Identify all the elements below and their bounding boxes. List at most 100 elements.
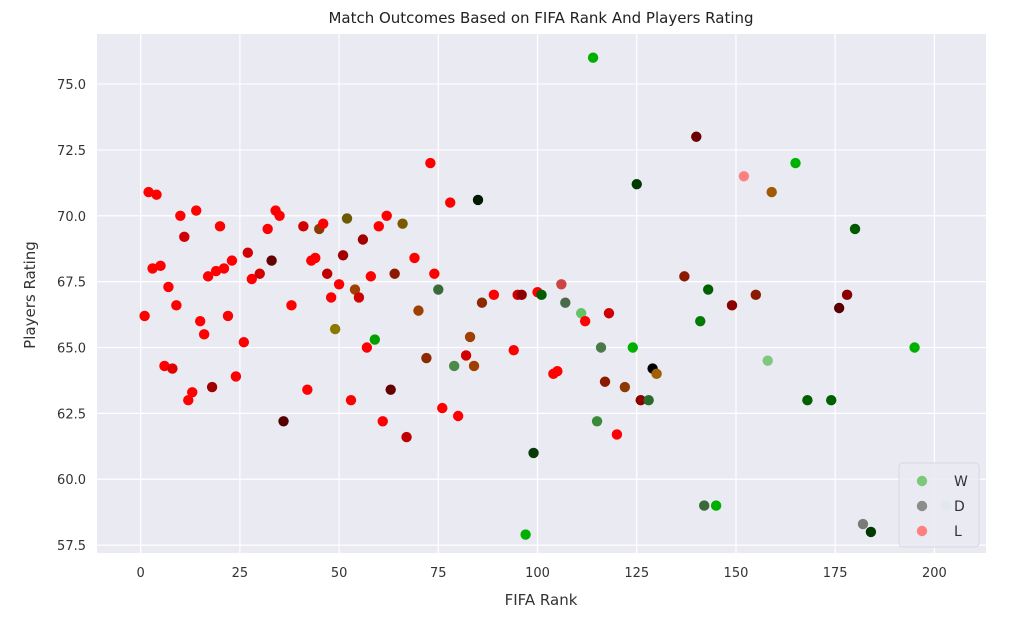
data-point — [310, 252, 321, 264]
data-point — [151, 189, 162, 200]
data-point — [262, 223, 273, 235]
data-point — [627, 342, 638, 353]
data-point — [143, 186, 154, 198]
data-points — [139, 52, 952, 540]
data-point — [202, 271, 214, 282]
x-tick-label: 200 — [922, 566, 947, 581]
data-point — [421, 352, 432, 364]
data-point — [691, 131, 702, 142]
data-point — [337, 250, 349, 261]
data-point — [214, 221, 226, 232]
data-point — [802, 394, 813, 406]
data-point — [679, 271, 690, 282]
data-point — [222, 310, 234, 322]
data-point — [643, 394, 654, 406]
data-point — [409, 252, 420, 264]
data-point — [329, 323, 341, 335]
data-point — [508, 344, 519, 356]
data-point — [909, 342, 920, 353]
data-point — [468, 360, 480, 372]
data-point — [556, 279, 567, 290]
y-tick-label: 65.0 — [57, 342, 86, 357]
x-tick-label: 25 — [232, 566, 249, 581]
data-point — [298, 221, 309, 232]
data-point — [762, 355, 773, 366]
data-point — [401, 431, 412, 443]
y-tick-label: 75.0 — [57, 78, 86, 93]
data-point — [738, 171, 750, 182]
data-point — [373, 221, 384, 232]
data-point — [194, 315, 206, 327]
data-point — [389, 268, 400, 279]
y-tick-label: 70.0 — [57, 210, 86, 225]
data-point — [230, 371, 242, 382]
data-point — [695, 315, 706, 327]
data-point — [353, 292, 365, 303]
data-point — [599, 376, 611, 387]
data-point — [413, 305, 424, 316]
data-point — [726, 300, 738, 311]
data-point — [278, 416, 289, 427]
data-point — [163, 281, 174, 293]
data-point — [591, 416, 603, 427]
data-point — [460, 350, 472, 361]
data-point — [167, 363, 178, 374]
data-point — [361, 342, 373, 353]
data-point — [603, 308, 615, 319]
data-point — [488, 289, 500, 301]
data-point — [429, 268, 440, 279]
data-point — [147, 263, 158, 274]
data-point — [238, 337, 250, 348]
data-point — [472, 194, 484, 206]
data-point — [425, 157, 436, 169]
data-point — [349, 284, 361, 295]
data-point — [175, 210, 186, 221]
data-point — [520, 529, 531, 540]
data-point — [321, 268, 333, 279]
data-point — [587, 52, 599, 63]
data-point — [179, 231, 190, 243]
legend-marker — [916, 525, 928, 537]
data-point — [381, 210, 392, 221]
data-point — [528, 447, 539, 459]
data-point — [826, 394, 837, 406]
data-point — [159, 360, 170, 372]
data-point — [476, 297, 488, 308]
data-point — [849, 223, 861, 235]
data-point — [437, 402, 448, 414]
y-tick-label: 57.5 — [57, 539, 86, 554]
data-point — [710, 500, 722, 511]
x-tick-label: 150 — [724, 566, 749, 581]
grid-lines — [97, 34, 986, 553]
data-point — [266, 255, 277, 266]
data-point — [218, 263, 230, 274]
data-point — [448, 360, 460, 372]
data-point — [536, 289, 547, 301]
data-point — [274, 210, 285, 221]
data-point — [575, 308, 587, 319]
y-tick-label: 62.5 — [57, 407, 86, 422]
data-point — [155, 260, 166, 272]
data-point — [833, 302, 845, 314]
data-point — [286, 300, 297, 311]
data-point — [702, 284, 714, 295]
legend-label: W — [954, 474, 968, 490]
data-point — [365, 271, 377, 282]
data-point — [552, 366, 563, 377]
data-point — [226, 255, 238, 266]
data-point — [183, 394, 194, 406]
data-point — [191, 205, 202, 216]
x-axis-label: FIFA Rank — [505, 591, 578, 609]
data-point — [750, 289, 762, 301]
tick-labels: 0 25 50 75 100 125 150 175 200 57.5 60.0 62.5 65.0 67… — [57, 78, 947, 581]
data-point — [341, 213, 353, 224]
data-point — [651, 368, 662, 380]
data-point — [325, 292, 337, 303]
data-point — [357, 234, 369, 245]
data-point — [619, 381, 631, 393]
chart-title: Match Outcomes Based on FIFA Rank And Pl… — [328, 9, 753, 27]
data-point — [631, 178, 642, 190]
data-point — [302, 384, 313, 395]
